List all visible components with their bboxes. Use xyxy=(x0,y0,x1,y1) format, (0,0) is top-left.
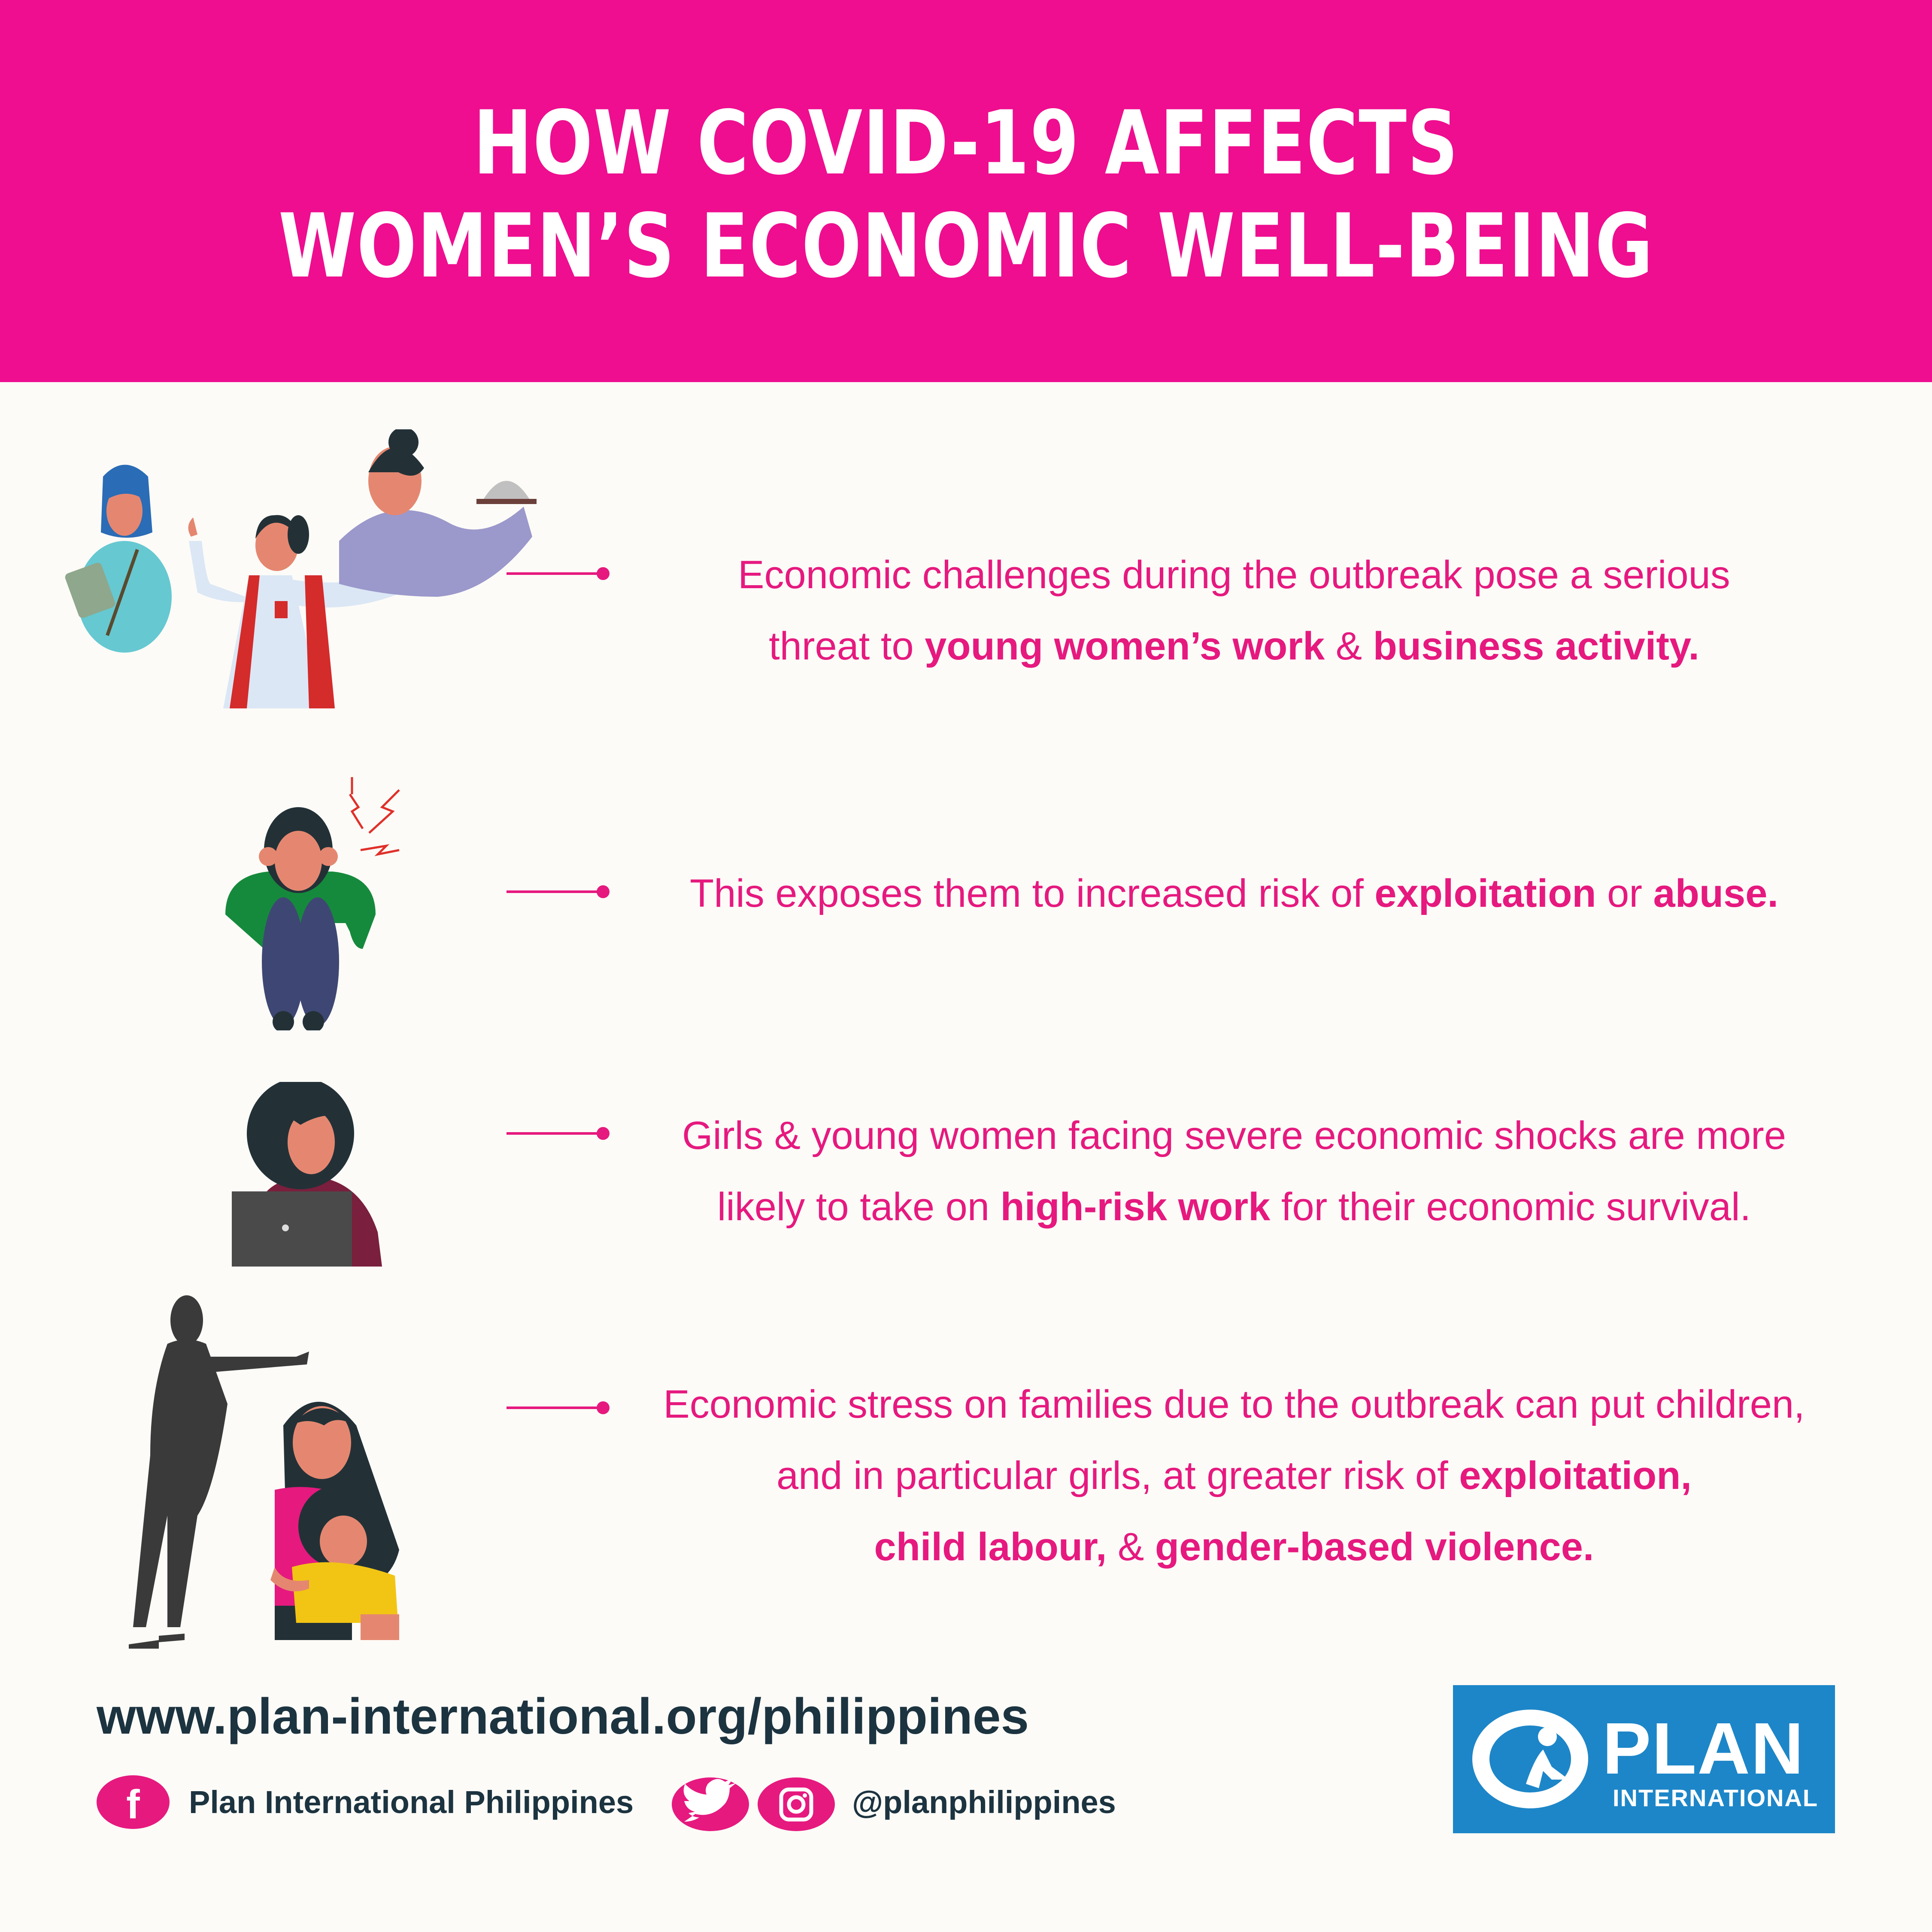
statement-1: Economic challenges during the outbreak … xyxy=(601,539,1867,682)
statement-text: & xyxy=(1325,624,1373,668)
item-3-connector xyxy=(507,1132,599,1135)
facebook-page-name[interactable]: Plan International Philippines xyxy=(189,1784,634,1820)
item-1-dot xyxy=(597,567,610,580)
svg-text:f: f xyxy=(126,1782,140,1827)
twitter-icon[interactable] xyxy=(672,1777,749,1831)
working-women-icon xyxy=(65,429,537,708)
statement-text: & xyxy=(1107,1525,1155,1569)
plan-logo-emblem-icon xyxy=(1472,1710,1588,1808)
item-1-connector xyxy=(507,572,599,575)
statement-text: threat to xyxy=(769,624,925,668)
emphasis-text: exploitation xyxy=(1374,872,1596,915)
statement-text: Girls & young women facing severe econom… xyxy=(682,1114,1786,1157)
emphasis-text: child labour, xyxy=(874,1525,1107,1569)
statement-text: for their economic survival. xyxy=(1270,1185,1751,1229)
statement-text: Economic challenges during the outbreak … xyxy=(738,553,1730,597)
item-2-connector xyxy=(507,890,599,893)
emphasis-text: young women’s work xyxy=(925,624,1325,668)
statement-text: Economic stress on families due to the o… xyxy=(663,1382,1805,1426)
emphasis-text: exploitation, xyxy=(1459,1454,1692,1498)
item-2-dot xyxy=(597,885,610,898)
social-handle[interactable]: @planphilippines xyxy=(852,1784,1116,1820)
woman-laptop-icon xyxy=(232,1082,382,1267)
header-banner: HOW COVID-19 AFFECTS WOMEN’S ECONOMIC WE… xyxy=(0,0,1932,382)
statement-text: and in particular girls, at greater risk… xyxy=(776,1454,1459,1498)
facebook-icon[interactable]: f xyxy=(97,1775,170,1829)
statement-2: This exposes them to increased risk of e… xyxy=(601,858,1867,929)
plan-international-logo[interactable]: PLAN INTERNATIONAL xyxy=(1453,1685,1835,1833)
statement-text: or xyxy=(1596,872,1653,915)
website-url[interactable]: www.plan-international.org/philippines xyxy=(97,1688,1029,1745)
statement-4: Economic stress on families due to the o… xyxy=(601,1369,1867,1583)
statement-3-line: likely to take on high-risk work for the… xyxy=(601,1171,1867,1242)
statement-2-line: This exposes them to increased risk of e… xyxy=(601,858,1867,929)
instagram-icon[interactable] xyxy=(758,1777,835,1831)
page-title-line-1: HOW COVID-19 AFFECTS xyxy=(473,92,1459,194)
statement-1-line: threat to young women’s work & business … xyxy=(601,611,1867,682)
item-4-dot xyxy=(597,1401,610,1414)
item-4-connector xyxy=(507,1406,599,1409)
item-3-dot xyxy=(597,1127,610,1140)
emphasis-text: high-risk work xyxy=(1000,1185,1271,1229)
distressed-woman-icon xyxy=(225,777,400,1030)
emphasis-text: business activity. xyxy=(1373,624,1699,668)
page-title-line-2: WOMEN’S ECONOMIC WELL-BEING xyxy=(278,195,1654,298)
logo-plan-text: PLAN xyxy=(1602,1708,1805,1789)
statement-4-line: child labour, & gender-based violence. xyxy=(601,1511,1867,1583)
statement-3: Girls & young women facing severe econom… xyxy=(601,1100,1867,1242)
emphasis-text: abuse. xyxy=(1653,872,1778,915)
statement-text: This exposes them to increased risk of xyxy=(690,872,1375,915)
emphasis-text: gender-based violence. xyxy=(1155,1525,1594,1569)
statement-text: likely to take on xyxy=(717,1185,1001,1229)
logo-international-text: INTERNATIONAL xyxy=(1613,1784,1819,1811)
statement-4-line: and in particular girls, at greater risk… xyxy=(601,1440,1867,1511)
threatened-family-icon xyxy=(129,1295,399,1649)
statement-1-line: Economic challenges during the outbreak … xyxy=(601,539,1867,611)
statement-4-line: Economic stress on families due to the o… xyxy=(601,1369,1867,1440)
statement-3-line: Girls & young women facing severe econom… xyxy=(601,1100,1867,1171)
